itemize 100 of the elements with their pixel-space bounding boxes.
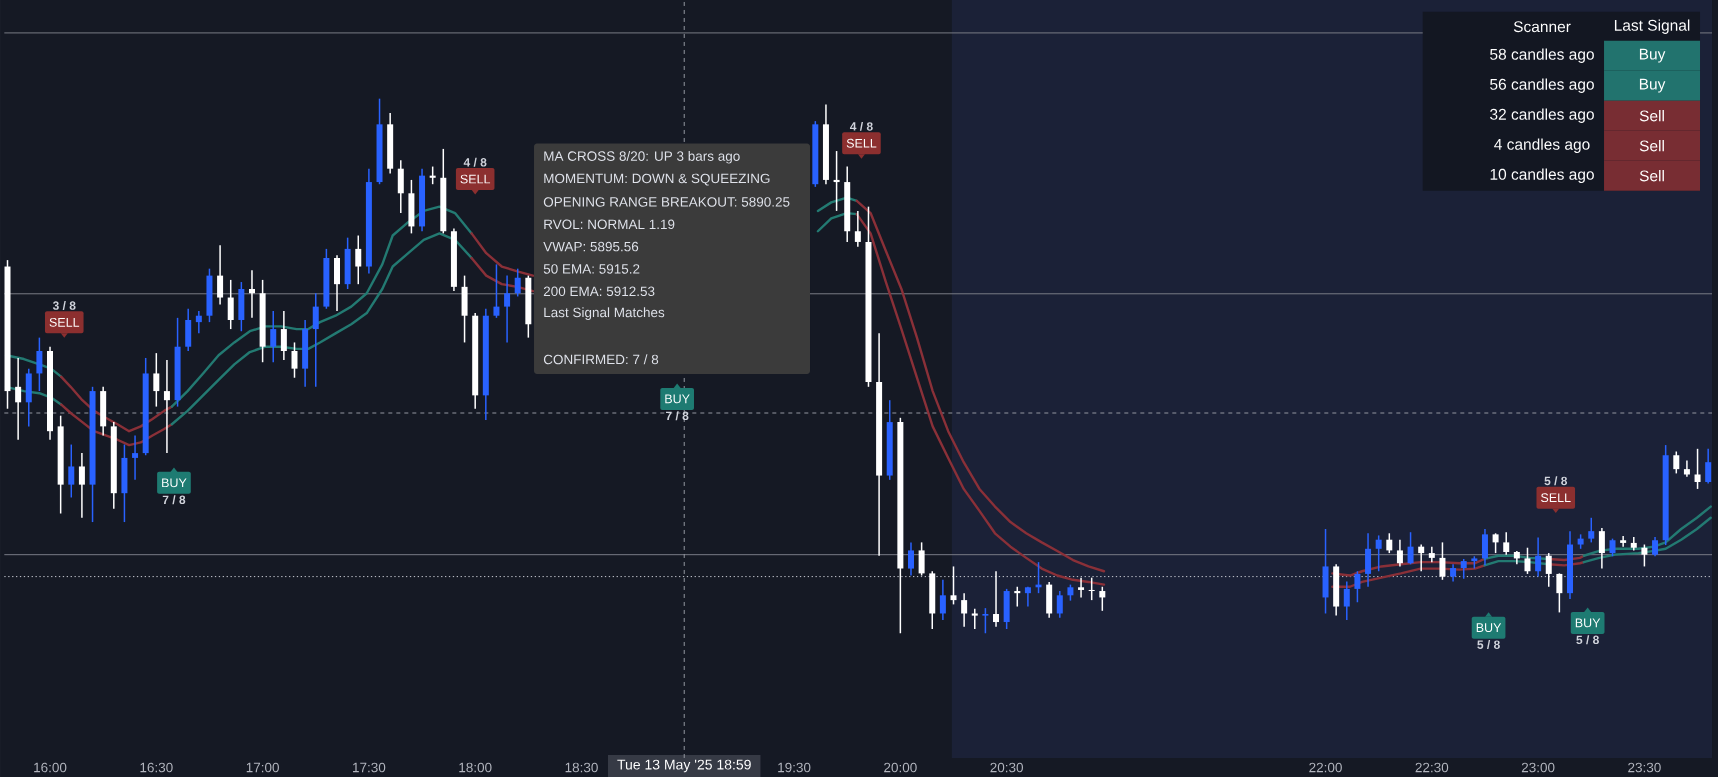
candlestick — [1322, 528, 1329, 615]
candlestick — [376, 97, 383, 185]
candlestick — [461, 274, 468, 344]
text: SELL — [846, 138, 877, 148]
candlestick — [1535, 536, 1542, 578]
text: BUY — [1575, 618, 1601, 628]
candlestick — [1078, 576, 1085, 599]
candlestick — [950, 565, 957, 606]
x-tick-label: 17:30 — [353, 762, 386, 773]
candlestick — [227, 279, 234, 330]
candlestick — [57, 414, 64, 515]
candlestick — [25, 367, 32, 428]
x-tick-label: Tue 13 May '25 18:59 — [617, 759, 751, 773]
candlestick — [993, 570, 1000, 628]
text: Buy — [1639, 78, 1666, 93]
annotation: 5 / 8 — [1544, 476, 1568, 486]
series-label: BUY — [665, 394, 690, 404]
candlestick — [291, 341, 298, 379]
annotation: VWAP: 5895.56 — [543, 241, 639, 252]
candlestick — [865, 205, 872, 388]
candlestick — [504, 274, 511, 344]
candlestick — [259, 279, 266, 363]
candlestick — [822, 103, 829, 185]
candlestick — [323, 248, 330, 310]
candlestick — [472, 312, 479, 410]
annotation: 7 / 8 — [665, 411, 689, 421]
candlestick — [1386, 532, 1393, 554]
candlestick — [302, 319, 309, 388]
candlestick — [907, 541, 914, 577]
annotation: 7 / 8 — [162, 495, 186, 505]
candlestick — [1598, 527, 1605, 570]
text: 56 candles ago — [1490, 78, 1594, 93]
candlestick — [493, 263, 500, 319]
candlestick — [482, 308, 489, 421]
candlestick — [334, 254, 341, 312]
candlestick — [1673, 450, 1680, 475]
x-tick-label: 23:00 — [1521, 762, 1555, 773]
candlestick — [1046, 581, 1053, 619]
candlestick — [248, 269, 255, 319]
candlestick — [1556, 572, 1563, 614]
x-tick-label: 17:00 — [246, 762, 279, 773]
candlestick — [163, 359, 170, 454]
candlestick — [886, 399, 893, 481]
annotation: 4 / 8 — [849, 121, 873, 131]
candlestick — [1365, 532, 1372, 588]
candlestick — [939, 579, 946, 621]
candlestick — [238, 281, 245, 332]
text: 32 candles ago — [1490, 108, 1594, 123]
text: 5 / 8 — [1576, 635, 1599, 645]
candlestick — [1375, 534, 1382, 572]
candlestick — [142, 357, 149, 456]
series-label: SELL — [49, 317, 80, 327]
candlestick — [1407, 531, 1414, 566]
candlestick — [121, 443, 128, 523]
text: 58 candles ago — [1490, 48, 1594, 63]
candlestick — [344, 236, 351, 290]
text: 4 candles ago — [1494, 138, 1590, 153]
text: Sell — [1639, 109, 1664, 122]
candlestick — [78, 452, 85, 519]
candlestick — [280, 310, 287, 361]
candlestick — [1024, 586, 1031, 608]
text: BUY — [162, 478, 187, 488]
candlestick — [365, 167, 372, 275]
text: BUY — [1476, 623, 1502, 633]
candlestick — [408, 179, 415, 235]
candlestick — [47, 345, 54, 441]
candlestick — [15, 357, 22, 441]
annotation: 200 EMA: 5912.53 — [543, 286, 655, 297]
candlestick — [1003, 588, 1010, 630]
candlestick — [1099, 586, 1106, 612]
candlestick — [1014, 586, 1021, 608]
candlestick — [1683, 459, 1690, 478]
text: 10 candles ago — [1490, 168, 1594, 183]
candlestick — [812, 120, 819, 188]
annotation: MA CROSS 8/20: UP 3 bars ago — [544, 150, 740, 164]
x-tick-label: 16:30 — [140, 762, 173, 773]
candlestick — [897, 417, 904, 635]
text: Sell — [1639, 169, 1664, 182]
candlestick — [1705, 448, 1712, 485]
candlestick — [1088, 576, 1095, 601]
candlestick — [1503, 531, 1510, 556]
candlestick — [833, 150, 840, 212]
candlestick — [971, 607, 978, 630]
x-tick-label: 20:00 — [884, 762, 917, 773]
candlestick — [270, 310, 277, 363]
candlestick — [1620, 535, 1627, 548]
text: 5 / 8 — [1477, 640, 1500, 650]
annotation: RVOL: NORMAL 1.19 — [544, 219, 675, 230]
candlestick — [1652, 536, 1659, 558]
candlestick — [918, 541, 925, 577]
candlestick — [961, 592, 968, 628]
candlestick — [1418, 543, 1425, 572]
candlestick — [110, 421, 117, 510]
candlestick — [89, 386, 96, 523]
annotation: 3 / 8 — [52, 301, 76, 310]
candlestick — [1524, 546, 1531, 575]
candlestick — [195, 310, 202, 335]
candlestick — [450, 227, 457, 292]
candlestick — [1662, 444, 1669, 546]
candlestick — [844, 165, 851, 243]
